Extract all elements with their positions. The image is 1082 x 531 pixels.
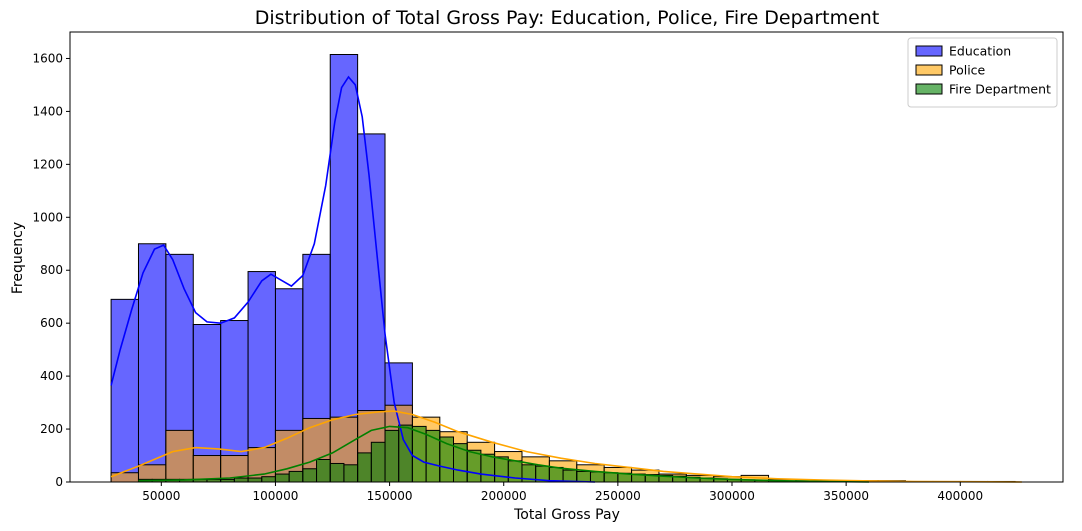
histogram-bar <box>562 469 578 483</box>
chart-title: Distribution of Total Gross Pay: Educati… <box>255 7 880 29</box>
legend-label: Fire Department <box>949 82 1051 97</box>
histogram-bar <box>480 453 496 483</box>
histogram-bar <box>603 472 619 483</box>
legend-swatch <box>915 45 943 57</box>
histogram-bar <box>576 470 591 483</box>
histogram-bar <box>329 462 345 483</box>
legend-swatch <box>915 83 943 95</box>
y-tick-label: 1000 <box>32 210 63 224</box>
histogram-bar <box>494 456 509 483</box>
histogram-bar <box>110 298 139 483</box>
y-tick-label: 600 <box>40 316 63 330</box>
histogram-bar <box>110 472 139 483</box>
y-tick-label: 800 <box>40 263 63 277</box>
y-tick-label: 1600 <box>32 51 63 65</box>
histogram-bar <box>233 477 249 483</box>
legend-swatch <box>915 64 943 76</box>
axes: 50000 100000 150000 200000 250000 300000 35000… <box>32 31 1064 503</box>
plot-frame <box>69 31 1064 483</box>
histogram-bar <box>247 271 276 483</box>
x-tick-label: 50000 <box>142 489 180 503</box>
y-tick-label: 200 <box>40 422 63 436</box>
histogram-bar <box>274 473 290 483</box>
x-axis-label: Total Gross Pay <box>513 507 620 523</box>
legend-label: Education <box>949 44 1011 59</box>
histogram-bar <box>411 425 427 483</box>
histogram-bar <box>370 441 386 483</box>
x-tick-label: 300000 <box>709 489 755 503</box>
kde-line-2 <box>138 425 870 483</box>
plot-area <box>110 54 1022 483</box>
histogram-bar <box>247 477 263 483</box>
x-tick-label: 100000 <box>253 489 299 503</box>
histogram-bar <box>589 471 605 483</box>
y-tick-label: 0 <box>55 475 63 489</box>
histogram-bar <box>165 429 194 483</box>
y-tick-label: 1400 <box>32 104 63 118</box>
y-axis-label: Frequency <box>10 222 26 294</box>
kde-line-0 <box>110 75 596 483</box>
histogram-bar <box>384 429 400 483</box>
x-tick-label: 250000 <box>595 489 641 503</box>
y-tick-label: 1200 <box>32 157 63 171</box>
histogram-bar <box>466 449 482 483</box>
histogram-bar <box>357 452 372 483</box>
histogram-bar <box>316 459 331 483</box>
x-tick-label: 400000 <box>937 489 983 503</box>
histogram-bar <box>261 476 276 483</box>
x-tick-label: 150000 <box>367 489 413 503</box>
x-tick-label: 350000 <box>823 489 869 503</box>
legend-box <box>907 37 1058 108</box>
histogram-bar <box>548 466 564 483</box>
kde-line-1 <box>110 410 1022 483</box>
histogram-bar <box>137 243 167 483</box>
x-tick-label: 200000 <box>481 489 527 503</box>
legend: Education Police Fire Department <box>907 37 1058 108</box>
histogram-bar <box>302 468 318 483</box>
legend-label: Police <box>949 63 986 78</box>
histogram-bar <box>343 464 359 483</box>
histogram-bar <box>288 470 304 483</box>
y-tick-label: 400 <box>40 369 63 383</box>
